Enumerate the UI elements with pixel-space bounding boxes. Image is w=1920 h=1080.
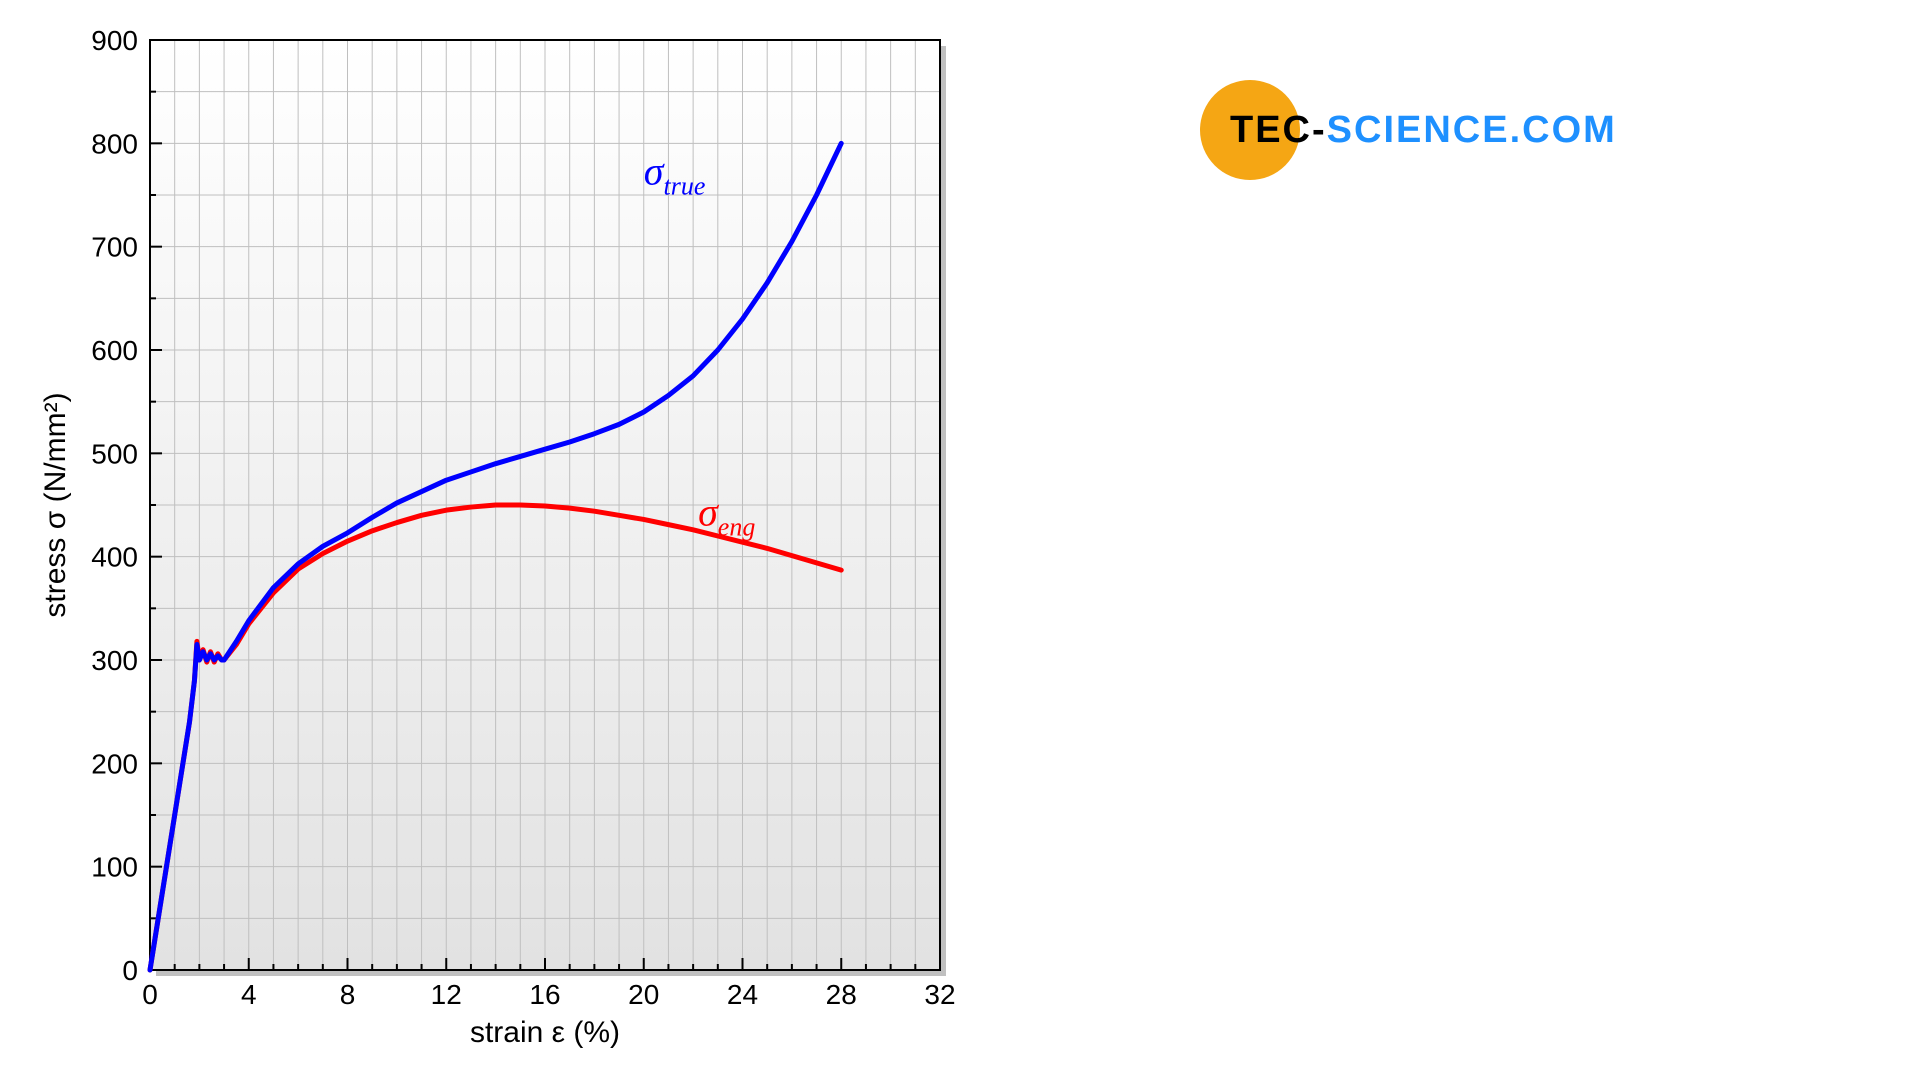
svg-text:200: 200 [91,748,138,779]
svg-text:0: 0 [122,955,138,986]
svg-text:16: 16 [529,979,560,1010]
stress-strain-chart: 0 4 8 12 16 20 24 28 32 0 100 200 300 400 500 600 700 800… [30,15,990,1065]
svg-text:300: 300 [91,645,138,676]
svg-text:400: 400 [91,542,138,573]
svg-text:24: 24 [727,979,758,1010]
svg-text:0: 0 [142,979,158,1010]
svg-text:strain ε (%): strain ε (%) [470,1016,620,1049]
svg-text:700: 700 [91,232,138,263]
site-logo: TEC-SCIENCE.COM [1200,80,1617,180]
svg-text:500: 500 [91,438,138,469]
svg-text:100: 100 [91,852,138,883]
svg-text:28: 28 [826,979,857,1010]
svg-text:12: 12 [431,979,462,1010]
svg-text:20: 20 [628,979,659,1010]
svg-text:stress σ (N/mm²): stress σ (N/mm²) [39,392,72,617]
svg-text:32: 32 [924,979,955,1010]
svg-text:900: 900 [91,25,138,56]
logo-text: TEC-SCIENCE.COM [1230,109,1617,152]
logo-text-part1: TEC- [1230,109,1327,152]
svg-text:4: 4 [241,979,257,1010]
logo-text-part2: SCIENCE.COM [1327,109,1617,152]
svg-text:8: 8 [340,979,356,1010]
svg-text:800: 800 [91,128,138,159]
svg-text:600: 600 [91,335,138,366]
